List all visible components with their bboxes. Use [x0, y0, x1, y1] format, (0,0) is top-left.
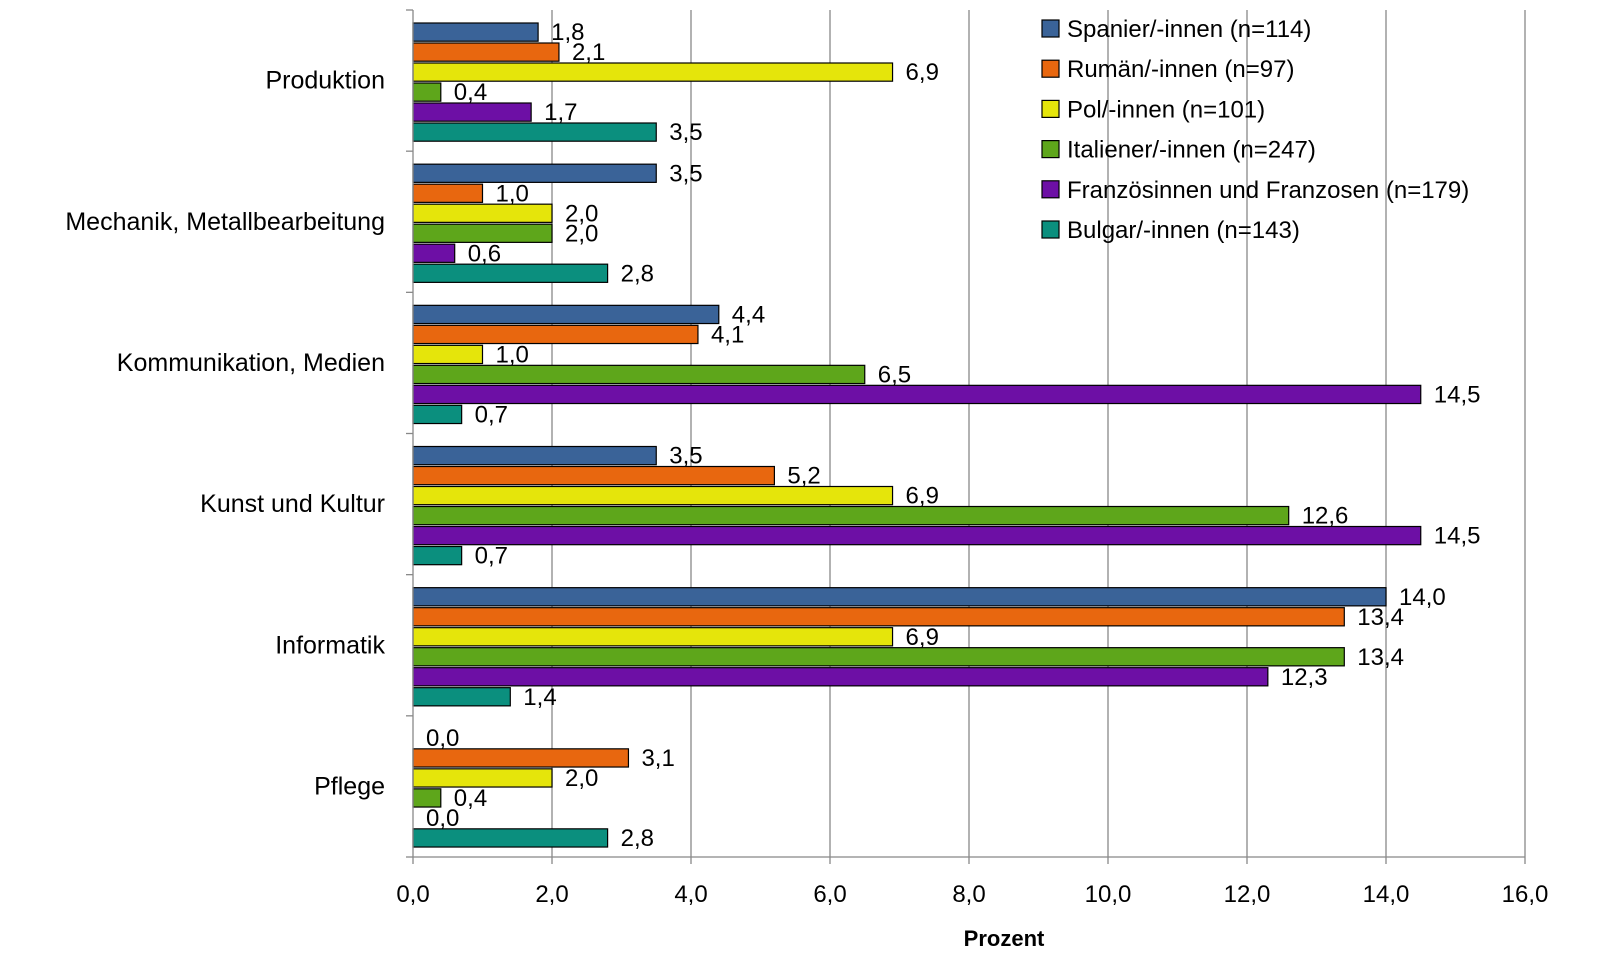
category-label: Produktion [265, 67, 385, 95]
data-label: 3,5 [669, 443, 702, 470]
data-label: 14,0 [1399, 584, 1446, 611]
data-label: 0,4 [454, 79, 487, 106]
bar [412, 545, 463, 566]
data-label: 2,0 [565, 200, 598, 227]
data-label: 2,8 [621, 260, 654, 287]
bars [412, 22, 1422, 848]
x-tick-label: 12,0 [1224, 881, 1271, 908]
legend-label: Rumän/-innen (n=97) [1067, 56, 1294, 83]
data-label: 12,6 [1302, 503, 1349, 530]
legend-label: Pol/-innen (n=101) [1067, 96, 1265, 123]
data-label: 1,0 [496, 341, 529, 368]
bar [412, 122, 657, 142]
bar [412, 404, 463, 425]
x-tick-label: 10,0 [1085, 881, 1132, 908]
legend-label: Französinnen und Franzosen (n=179) [1067, 177, 1469, 204]
bar [412, 505, 1290, 526]
data-label: 4,4 [732, 301, 765, 328]
legend-label: Italiener/-innen (n=247) [1067, 137, 1316, 164]
data-label: 13,4 [1357, 644, 1404, 671]
data-label: 6,9 [906, 624, 939, 651]
x-tick-label: 6,0 [813, 881, 846, 908]
data-label: 1,8 [551, 19, 584, 46]
data-label: 4,1 [711, 321, 744, 348]
bar [412, 243, 456, 263]
bar [412, 203, 553, 223]
data-label: 14,5 [1434, 523, 1481, 550]
bar [412, 587, 1387, 607]
data-label: 12,3 [1281, 664, 1328, 691]
bar [412, 324, 699, 345]
data-label: 0,0 [426, 725, 459, 752]
x-axis-title: Prozent [964, 926, 1045, 951]
bar [412, 465, 775, 486]
data-label: 1,7 [544, 99, 577, 126]
bar [412, 82, 442, 102]
data-label: 6,9 [906, 59, 939, 86]
data-label: 0,7 [475, 401, 508, 428]
data-label: 3,5 [669, 119, 702, 146]
bar [412, 263, 609, 283]
bar [412, 42, 560, 62]
bar [412, 304, 720, 325]
data-label: 14,5 [1434, 381, 1481, 408]
bar [412, 607, 1345, 627]
bar [412, 525, 1422, 546]
gridlines [551, 10, 1526, 857]
legend-swatch [1041, 99, 1060, 119]
category-label: Mechanik, Metallbearbeitung [65, 208, 385, 236]
legend-swatch [1041, 220, 1060, 239]
data-label: 0,4 [454, 785, 487, 812]
legend-swatch [1041, 180, 1060, 199]
data-label: 1,0 [496, 180, 529, 207]
bar [412, 344, 484, 365]
bar [412, 445, 657, 466]
bar [412, 687, 511, 707]
legend-swatch [1041, 19, 1060, 38]
x-tick-label: 2,0 [535, 881, 568, 908]
x-tick-label: 16,0 [1502, 881, 1549, 908]
legend-swatch [1041, 59, 1060, 78]
data-label: 2,0 [565, 765, 598, 792]
bar [412, 364, 866, 385]
bar [412, 183, 484, 203]
data-label: 2,0 [565, 220, 598, 247]
legend: Spanier/-innen (n=114) Rumän/-innen (n=97… [1041, 16, 1469, 244]
x-tick-label: 14,0 [1363, 881, 1410, 908]
data-label: 3,1 [641, 745, 674, 772]
data-label: 0,7 [475, 543, 508, 570]
bar [412, 22, 539, 42]
data-label: 2,1 [572, 39, 605, 66]
data-label: 1,4 [523, 684, 556, 711]
x-tick-label: 0,0 [396, 881, 429, 908]
bar [412, 627, 894, 647]
x-tick-label: 4,0 [674, 881, 707, 908]
data-label: 3,5 [669, 160, 702, 187]
category-label: Kunst und Kultur [200, 490, 385, 518]
data-label: 5,2 [787, 463, 820, 490]
category-label: Informatik [275, 631, 385, 659]
category-label: Kommunikation, Medien [117, 349, 385, 377]
legend-swatch [1041, 140, 1060, 159]
bar [412, 647, 1345, 667]
data-label: 2,8 [621, 825, 654, 852]
data-label: 6,5 [878, 361, 911, 388]
legend-label: Bulgar/-innen (n=143) [1067, 217, 1300, 244]
bar [412, 163, 657, 183]
data-label: 0,0 [426, 805, 459, 832]
data-label: 13,4 [1357, 604, 1404, 631]
data-label: 6,9 [906, 483, 939, 510]
legend-label: Spanier/-innen (n=114) [1067, 16, 1311, 43]
x-tick-label: 8,0 [952, 881, 985, 908]
axes: 0,0 2,0 4,0 6,0 8,0 10,0 12,0 14,0 16,0 Produktio… [65, 9, 1549, 908]
category-label: Pflege [314, 772, 385, 800]
data-labels: 1,82,16,90,41,73,53,51,02,02,00,62,84,44… [426, 19, 1480, 852]
data-label: 0,6 [468, 240, 501, 267]
bar [412, 384, 1422, 405]
